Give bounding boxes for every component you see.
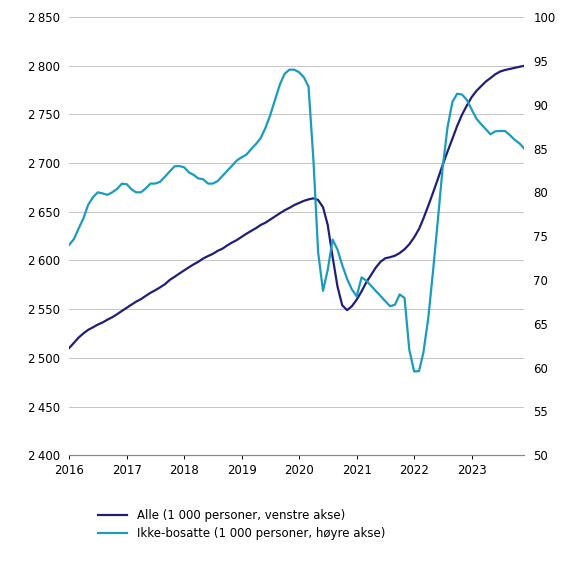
- Line: Ikke-bosatte (1 000 personer, høyre akse): Ikke-bosatte (1 000 personer, høyre akse…: [69, 69, 524, 372]
- Legend: Alle (1 000 personer, venstre akse), Ikke-bosatte (1 000 personer, høyre akse): Alle (1 000 personer, venstre akse), Ikk…: [98, 509, 385, 540]
- Line: Alle (1 000 personer, venstre akse): Alle (1 000 personer, venstre akse): [69, 66, 524, 348]
